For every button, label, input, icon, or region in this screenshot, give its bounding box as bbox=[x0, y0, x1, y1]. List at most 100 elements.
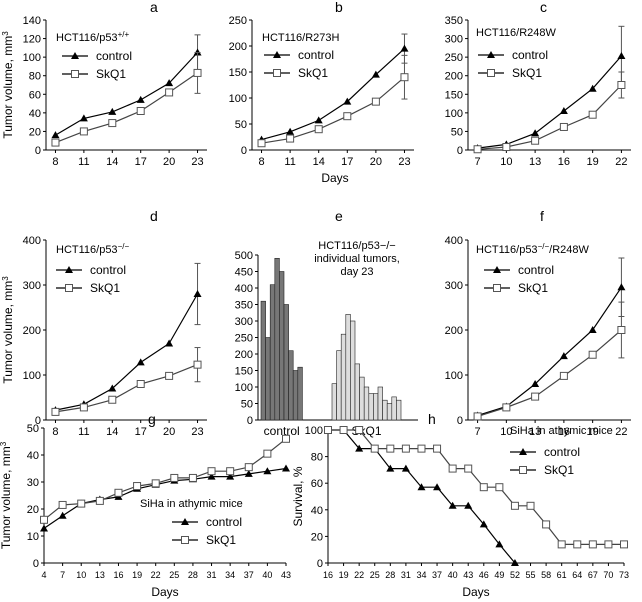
x-tick-label: 31 bbox=[207, 570, 217, 580]
data-point-control bbox=[355, 444, 364, 452]
y-tick-label: 50 bbox=[451, 126, 463, 138]
panel-letter: a bbox=[150, 0, 158, 15]
data-point-SkQ1 bbox=[51, 407, 60, 416]
data-point-control bbox=[617, 52, 626, 60]
data-point-SkQ1 bbox=[77, 499, 86, 508]
bar-control bbox=[279, 271, 285, 421]
legend-marker bbox=[71, 70, 79, 78]
y-tick-label: 150 bbox=[445, 89, 463, 101]
y-tick-label: 300 bbox=[445, 280, 463, 292]
data-point-SkQ1 bbox=[95, 496, 104, 505]
x-tick-label: 22 bbox=[615, 156, 627, 168]
data-point-control bbox=[193, 290, 202, 297]
text-span: Tumor volume, mm bbox=[1, 36, 15, 139]
bar-SkQ1 bbox=[363, 386, 370, 421]
data-point-control bbox=[401, 464, 410, 472]
series-line-SkQ1 bbox=[55, 72, 198, 144]
legend-marker bbox=[71, 52, 79, 59]
panel-a: a 0 20 40 60 80 100 120 140 8 11 14 17 20 23 Tumor volu… bbox=[1, 0, 207, 168]
bar-SkQ1 bbox=[386, 403, 393, 421]
superscript: −/− bbox=[538, 242, 550, 251]
y-tick-label: 200 bbox=[235, 349, 253, 361]
y-axis-label: Tumor volume, mm3 bbox=[1, 31, 16, 139]
data-point-SkQ1 bbox=[464, 464, 473, 473]
data-point-SkQ1 bbox=[588, 110, 597, 119]
data-point-SkQ1 bbox=[339, 426, 348, 434]
superscript: 3 bbox=[1, 31, 10, 36]
legend-label-SkQ1: SkQ1 bbox=[544, 463, 574, 477]
x-tick-label: 17 bbox=[135, 156, 147, 168]
data-point-SkQ1 bbox=[526, 501, 535, 510]
x-tick-label: 14 bbox=[106, 156, 118, 168]
data-point-SkQ1 bbox=[355, 426, 364, 434]
data-point-SkQ1 bbox=[510, 501, 519, 510]
bar-SkQ1 bbox=[340, 333, 347, 421]
y-tick-label: 20 bbox=[27, 504, 39, 516]
x-tick-label: 46 bbox=[479, 570, 489, 580]
legend-label-SkQ1: SkQ1 bbox=[206, 533, 236, 547]
superscript: +/+ bbox=[118, 30, 130, 39]
data-point-control bbox=[282, 464, 290, 472]
y-tick-label: 200 bbox=[23, 325, 41, 337]
text-span: SiHa in athymic mice bbox=[140, 498, 243, 510]
y-tick-label: 400 bbox=[235, 283, 253, 295]
bar-control bbox=[288, 350, 294, 421]
y-tick-label: 100 bbox=[445, 370, 463, 382]
data-point-control bbox=[136, 95, 145, 103]
data-point-SkQ1 bbox=[188, 473, 197, 482]
bar-control bbox=[274, 257, 280, 421]
x-tick-label: 67 bbox=[588, 570, 598, 580]
inset-title: day 23 bbox=[340, 266, 373, 278]
series-line-SkQ1 bbox=[55, 364, 198, 413]
data-point-SkQ1 bbox=[559, 122, 568, 131]
data-point-SkQ1 bbox=[417, 444, 426, 453]
x-tick-label: 19 bbox=[587, 156, 599, 168]
y-tick-label: 200 bbox=[445, 71, 463, 83]
legend-label-control: control bbox=[90, 263, 126, 277]
inset-title: HCT116/p53−/− bbox=[56, 242, 129, 257]
y-tick-label: 400 bbox=[445, 235, 463, 247]
panel-letter: b bbox=[335, 0, 343, 15]
y-tick-label: 100 bbox=[23, 370, 41, 382]
y-tick-label: 500 bbox=[235, 250, 253, 262]
y-tick-label: 300 bbox=[235, 316, 253, 328]
bar-SkQ1 bbox=[368, 393, 374, 421]
y-tick-label: 120 bbox=[23, 34, 41, 46]
data-point-SkQ1 bbox=[617, 326, 626, 334]
data-point-SkQ1 bbox=[108, 395, 117, 404]
y-tick-label: 150 bbox=[229, 67, 247, 79]
y-tick-label: 100 bbox=[229, 93, 247, 105]
x-tick-label: 11 bbox=[78, 156, 89, 168]
x-tick-label: 13 bbox=[95, 570, 105, 580]
data-point-control bbox=[108, 107, 117, 115]
bar-control bbox=[283, 304, 289, 421]
data-point-control bbox=[448, 501, 457, 509]
legend-label-control: control bbox=[512, 48, 548, 62]
x-tick-label: 23 bbox=[191, 156, 203, 168]
data-point-SkQ1 bbox=[559, 371, 568, 380]
y-tick-label: 140 bbox=[23, 15, 41, 27]
y-tick-label: 50 bbox=[241, 399, 253, 411]
x-tick-label: 58 bbox=[541, 570, 551, 580]
y-tick-label: 350 bbox=[235, 300, 253, 312]
data-point-SkQ1 bbox=[473, 412, 482, 421]
x-tick-label: 25 bbox=[370, 570, 380, 580]
data-point-SkQ1 bbox=[226, 467, 235, 476]
bar-control bbox=[297, 366, 303, 421]
bar-SkQ1 bbox=[382, 399, 388, 421]
legend-marker bbox=[487, 69, 495, 77]
data-point-SkQ1 bbox=[400, 73, 409, 82]
bar-SkQ1 bbox=[331, 383, 337, 421]
y-tick-label: 50 bbox=[27, 423, 39, 435]
y-tick-label: 250 bbox=[235, 333, 253, 345]
x-tick-label: 64 bbox=[572, 570, 582, 580]
bar-control bbox=[269, 284, 276, 421]
data-point-control bbox=[479, 520, 488, 528]
inset-title: HCT116/p53+/+ bbox=[56, 30, 129, 45]
data-point-SkQ1 bbox=[51, 138, 60, 147]
data-point-control bbox=[207, 472, 216, 480]
x-tick-label: 22 bbox=[151, 570, 161, 580]
